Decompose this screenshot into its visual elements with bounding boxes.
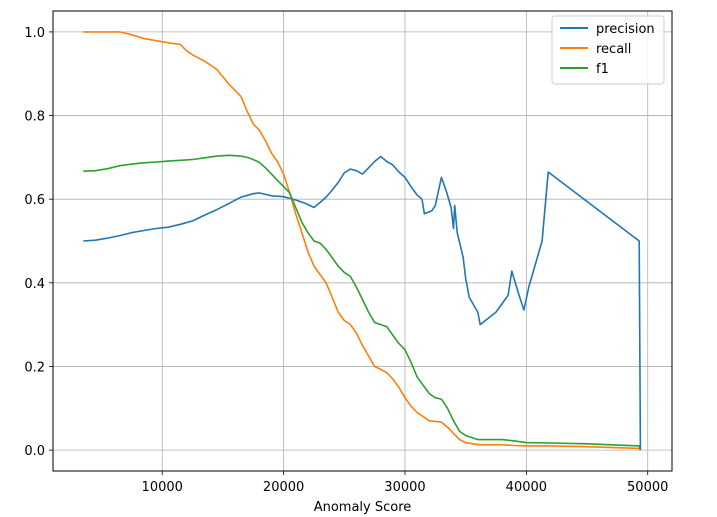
series-lines: [83, 31, 642, 451]
legend-label-precision: precision: [596, 22, 655, 37]
legend-label-f1: f1: [596, 62, 609, 77]
series-line-precision: [83, 155, 642, 451]
legend: precision recall f1: [551, 15, 665, 85]
y-tick-label: 0.4: [24, 277, 45, 292]
x-tick-label: 10000: [142, 480, 183, 495]
axis-ticks: 10000 20000 30000 40000 50000 0.0 0.2 0.4 0.6 0.8…: [24, 26, 668, 495]
y-tick-label: 1.0: [24, 26, 45, 41]
y-tick-label: 0.2: [24, 360, 45, 375]
y-tick-label: 0.8: [24, 110, 45, 125]
y-tick-label: 0.0: [24, 444, 45, 459]
x-axis-label: Anomaly Score: [314, 500, 412, 515]
y-tick-label: 0.6: [24, 193, 45, 208]
x-tick-label: 20000: [263, 480, 304, 495]
x-tick-label: 50000: [627, 480, 668, 495]
series-line-f1: [83, 154, 642, 451]
plot-frame: [52, 10, 673, 472]
series-line-recall: [83, 31, 642, 451]
x-tick-label: 40000: [506, 480, 547, 495]
legend-label-recall: recall: [596, 42, 631, 57]
x-tick-label: 30000: [384, 480, 425, 495]
